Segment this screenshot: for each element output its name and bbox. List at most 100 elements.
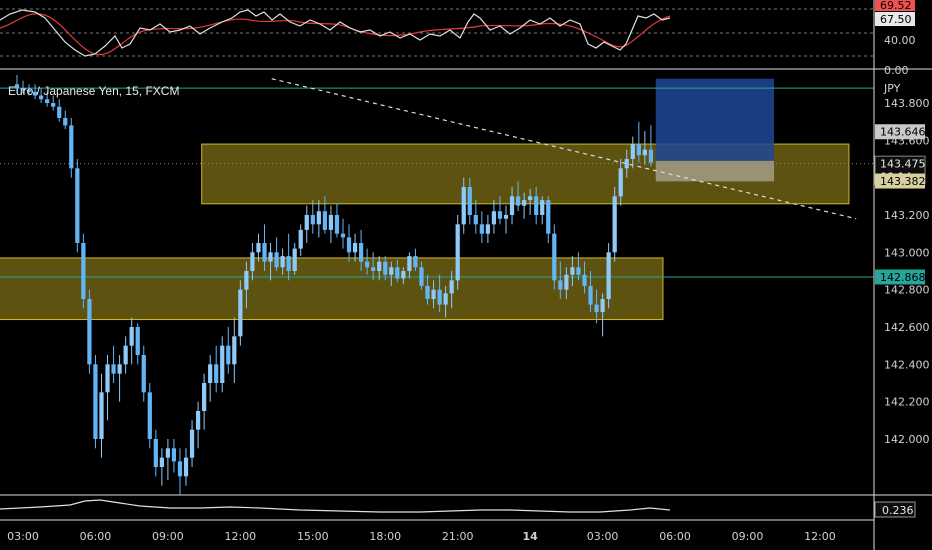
candle-body bbox=[334, 215, 340, 234]
lower-indicator-tag: 0.236 bbox=[882, 504, 914, 517]
candle-body bbox=[298, 229, 303, 249]
price-tick-label: 143.800 bbox=[884, 97, 930, 110]
candle-body bbox=[322, 211, 327, 230]
price-tag-bg bbox=[875, 124, 925, 140]
candle-body bbox=[558, 280, 563, 290]
candle-body bbox=[256, 243, 261, 253]
candle-body bbox=[87, 299, 92, 365]
candle-body bbox=[383, 261, 388, 275]
candle-body bbox=[600, 299, 605, 313]
rsi-level-label: 40.00 bbox=[884, 34, 916, 47]
candle-body bbox=[413, 256, 418, 268]
candle-body bbox=[117, 364, 122, 374]
time-tick-label: 06:00 bbox=[659, 530, 691, 543]
candle-body bbox=[214, 364, 219, 383]
candle-body bbox=[449, 280, 454, 294]
candle-body bbox=[226, 345, 231, 365]
candle-body bbox=[93, 364, 98, 439]
rsi-value-tag: 69.52 bbox=[880, 0, 912, 12]
candle-body bbox=[352, 243, 358, 253]
candle-body bbox=[377, 261, 382, 271]
price-tick-label: 143.200 bbox=[884, 209, 930, 222]
candle-body bbox=[183, 457, 189, 477]
candle-body bbox=[588, 285, 593, 305]
candle-body bbox=[346, 237, 352, 253]
candle-body bbox=[642, 149, 647, 156]
candle-body bbox=[129, 327, 134, 346]
candle-body bbox=[250, 252, 255, 271]
time-tick-label: 12:00 bbox=[224, 530, 256, 543]
candle-body bbox=[509, 196, 515, 215]
lower-indicator-line bbox=[0, 499, 671, 513]
rsi-line bbox=[0, 9, 671, 57]
candle-body bbox=[165, 448, 171, 458]
price-tick-label: 142.600 bbox=[884, 321, 930, 334]
candle-body bbox=[395, 267, 400, 279]
candle-body bbox=[479, 224, 484, 234]
candle-body bbox=[123, 345, 128, 365]
candle-body bbox=[159, 457, 164, 467]
candle-body bbox=[467, 187, 472, 215]
candle-body bbox=[540, 200, 545, 215]
rsi-pane bbox=[0, 8, 874, 57]
candle-body bbox=[14, 84, 20, 89]
time-tick-label: 09:00 bbox=[732, 530, 764, 543]
candle-body bbox=[244, 271, 249, 290]
price-tag-label: 143.475 bbox=[880, 158, 926, 171]
time-tick-label: 09:00 bbox=[152, 530, 184, 543]
candle-body bbox=[81, 243, 86, 299]
candle-body bbox=[20, 88, 26, 90]
candle-body bbox=[63, 117, 68, 126]
position-target-area bbox=[655, 78, 775, 161]
candle-body bbox=[624, 159, 629, 169]
position-stop-area bbox=[655, 160, 775, 182]
candle-body bbox=[304, 215, 309, 230]
candle-body bbox=[443, 293, 448, 305]
candle-body bbox=[503, 215, 509, 219]
candle-body bbox=[310, 215, 315, 225]
lower-indicator-pane: 0.236 bbox=[0, 499, 916, 518]
time-tick-label: 21:00 bbox=[442, 530, 474, 543]
candle-body bbox=[202, 383, 207, 411]
candle-body bbox=[147, 392, 152, 439]
candle-body bbox=[292, 248, 297, 271]
candle-body bbox=[497, 211, 503, 219]
time-tick-label: 18:00 bbox=[369, 530, 401, 543]
candle-body bbox=[582, 274, 587, 286]
candle-body bbox=[280, 256, 285, 268]
candle-body bbox=[286, 256, 291, 271]
candle-body bbox=[99, 392, 104, 439]
candle-body bbox=[38, 95, 44, 100]
candle-body bbox=[546, 200, 551, 234]
candle-body bbox=[268, 252, 273, 262]
candle-body bbox=[570, 267, 575, 275]
candle-body bbox=[208, 364, 213, 383]
candle-body bbox=[45, 99, 50, 103]
candle-body bbox=[365, 261, 370, 268]
candle-body bbox=[57, 106, 62, 118]
candle-body bbox=[26, 89, 32, 92]
candle-body bbox=[111, 364, 116, 374]
price-tick-label: 142.800 bbox=[884, 284, 930, 297]
candle-body bbox=[262, 243, 267, 262]
rsi-axis: 69.52 67.50 40.00 0.00 bbox=[875, 0, 916, 77]
price-tag-bg bbox=[875, 173, 925, 189]
candle-body bbox=[232, 336, 237, 365]
candle-body bbox=[630, 144, 635, 159]
candle-body bbox=[636, 144, 641, 156]
candle-body bbox=[401, 271, 406, 279]
candle-body bbox=[648, 149, 654, 163]
rsi-signal-line bbox=[0, 13, 671, 56]
candle-body bbox=[485, 224, 491, 234]
time-tick-label: 12:00 bbox=[804, 530, 836, 543]
price-tick-label: 142.400 bbox=[884, 358, 930, 371]
rsi-signal-tag-bg bbox=[875, 12, 915, 26]
candle-body bbox=[371, 267, 376, 271]
price-tick-label: 142.200 bbox=[884, 396, 930, 409]
time-axis: 03:00 06:00 09:00 12:00 15:00 18:00 21:00 14 03:… bbox=[7, 530, 836, 543]
candle-body bbox=[105, 364, 110, 393]
candle-body bbox=[153, 439, 158, 467]
candle-body bbox=[461, 187, 466, 225]
